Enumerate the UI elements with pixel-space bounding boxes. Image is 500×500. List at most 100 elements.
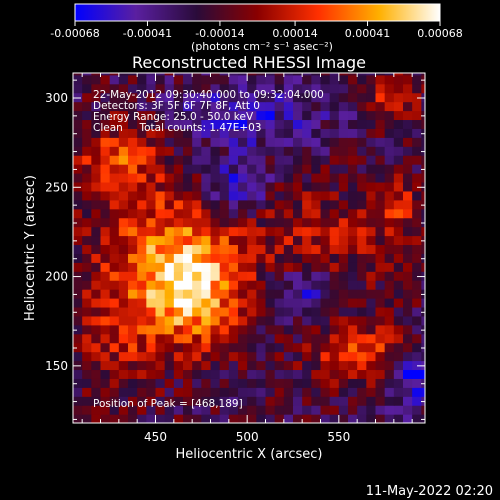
heatmap-cell [274,173,285,183]
heatmap-cell [201,146,212,156]
heatmap-cell [403,119,413,129]
heatmap-cell [311,92,322,103]
heatmap-cell [118,396,129,406]
heatmap-cell [238,289,248,299]
heatmap-cell [274,333,285,344]
heatmap-cell [146,271,157,281]
heatmap-cell [366,387,377,397]
heatmap-cell [109,280,120,290]
heatmap-cell [375,315,386,326]
heatmap-cell [256,173,267,183]
heatmap-cell [247,164,257,174]
heatmap-cell [256,226,267,237]
heatmap-cell [146,253,157,263]
heatmap-cell [118,226,129,237]
heatmap-cell [238,190,248,201]
heatmap-cell [274,83,285,94]
heatmap-cell [146,351,157,362]
heatmap-cell [228,128,239,138]
heatmap-cell [293,235,303,246]
heatmap-cell [421,342,425,353]
heatmap-cell [375,324,386,335]
heatmap-cell [247,119,257,129]
heatmap-cell [357,101,367,112]
heatmap-cell [265,253,276,263]
heatmap-cell [128,208,138,219]
heatmap-cell [173,414,184,423]
heatmap-cell [201,83,212,94]
heatmap-cell [293,315,303,326]
heatmap-cell [329,101,340,112]
heatmap-cell [329,173,340,183]
heatmap-cell [393,378,404,388]
heatmap-cell [155,155,166,165]
heatmap-cell [164,298,175,308]
heatmap-cell [384,217,395,228]
heatmap-cell [73,92,83,103]
heatmap-cell [375,396,386,406]
heatmap-cell [118,146,129,156]
heatmap-cell [293,378,303,388]
heatmap-cell [274,74,285,85]
colorbar-units: (photons cm⁻² s⁻¹ asec⁻²) [191,40,333,53]
heatmap-cell [192,378,202,388]
heatmap-cell [210,146,221,156]
heatmap-cell [164,351,175,362]
heatmap-cell [128,217,138,228]
heatmap-cell [238,280,248,290]
heatmap-cell [228,190,239,201]
heatmap-cell [146,333,157,344]
heatmap-cell [247,110,257,121]
heatmap-cell [329,253,340,263]
heatmap-cell [128,199,138,210]
heatmap-cell [320,324,331,335]
heatmap-cell [311,217,322,228]
heatmap-cell [183,351,193,362]
heatmap-cell [348,128,358,138]
heatmap-cell [274,271,285,281]
heatmap-cell [247,378,257,388]
heatmap-cell [329,190,340,201]
heatmap-cell [164,315,175,326]
heatmap-cell [137,306,147,317]
heatmap-cell [109,208,120,219]
heatmap-cell [384,315,395,326]
heatmap-cell [256,128,267,138]
heatmap-cell [155,181,166,192]
heatmap-cell [366,173,377,183]
heatmap-cell [118,137,129,147]
heatmap-cell [348,155,358,165]
heatmap-cell [265,271,276,281]
heatmap-cell [173,351,184,362]
heatmap-cell [375,128,386,138]
heatmap-cell [329,315,340,326]
heatmap-cell [155,74,166,85]
heatmap-cell [421,110,425,121]
heatmap-cell [348,190,358,201]
heatmap-cell [311,387,322,397]
heatmap-cell [183,306,193,317]
heatmap-cell [348,271,358,281]
heatmap-cell [91,92,102,103]
heatmap-cell [100,262,111,272]
heatmap-cell [192,73,202,76]
heatmap-cell [265,146,276,156]
heatmap-cell [118,351,129,362]
heatmap-cell [228,342,239,353]
heatmap-cell [320,333,331,344]
colorbar-tick-label: -0.00068 [50,27,99,40]
heatmap-cell [219,173,230,183]
heatmap-cell [320,387,331,397]
colorbar-tick-label: -0.00014 [195,27,244,40]
heatmap-cell [210,360,221,371]
heatmap-cell [320,289,331,299]
heatmap-cell [348,324,358,335]
heatmap-cell [155,289,166,299]
heatmap-cell [210,351,221,362]
heatmap-cell [164,262,175,272]
heatmap-cell [421,137,425,147]
heatmap-cell [338,137,349,147]
heatmap-cell [73,378,83,388]
heatmap-cell [210,315,221,326]
heatmap-cell [256,119,267,129]
